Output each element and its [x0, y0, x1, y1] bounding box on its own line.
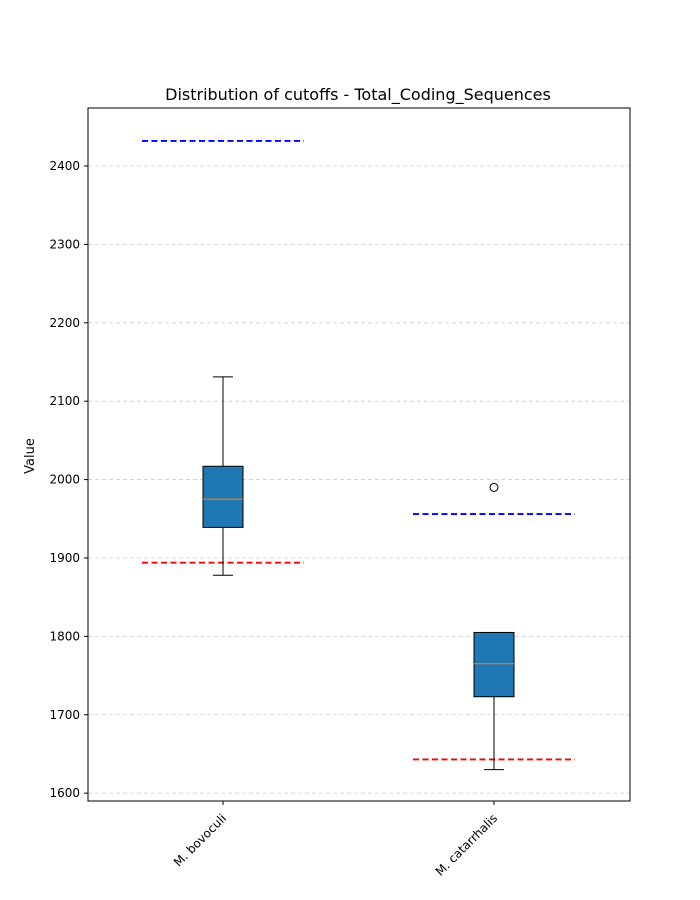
chart-title: Distribution of cutoffs - Total_Coding_S…	[165, 85, 551, 105]
y-tick-label: 1600	[49, 786, 80, 800]
y-tick-label: 1700	[49, 708, 80, 722]
y-tick-label: 2100	[49, 394, 80, 408]
x-tick-label: M. catarrhalis	[433, 811, 500, 878]
box-iqr	[473, 631, 515, 698]
plot-frame	[87, 107, 631, 802]
y-tick-label: 2300	[49, 237, 80, 251]
y-tick-label: 2400	[49, 159, 80, 173]
y-tick-label: 2000	[49, 473, 80, 487]
outlier-point	[489, 482, 499, 492]
y-tick-label: 1900	[49, 551, 80, 565]
x-tick-label: M. bovoculi	[171, 811, 229, 869]
y-tick-label: 1800	[49, 629, 80, 643]
box-iqr	[202, 465, 244, 528]
y-axis-label: Value	[23, 438, 38, 474]
y-tick-label: 2200	[49, 316, 80, 330]
